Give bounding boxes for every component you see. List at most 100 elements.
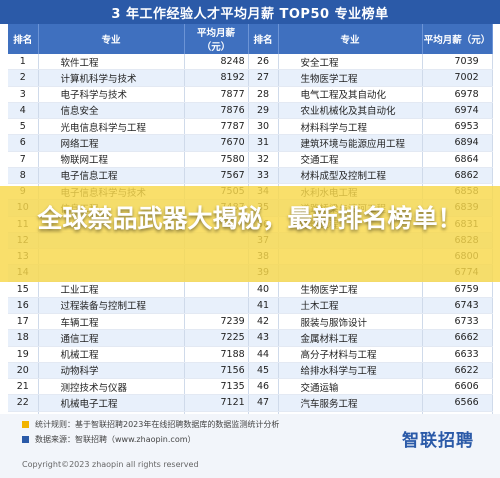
major-cell: 安全工程 bbox=[278, 54, 423, 71]
rank-cell: 15 bbox=[8, 281, 39, 298]
major-cell: 材料成型及控制工程 bbox=[278, 167, 423, 185]
promo-overlay-band bbox=[0, 186, 500, 282]
salary-cell: 7239 bbox=[184, 313, 249, 331]
rank-cell: 7 bbox=[8, 151, 39, 168]
table-row: 15 工业工程 40 生物医学工程 6759 bbox=[8, 281, 493, 298]
salary-cell: 8192 bbox=[184, 69, 249, 87]
rank-cell: 2 bbox=[8, 69, 39, 87]
rank-cell: 28 bbox=[248, 86, 279, 103]
rank-cell: 4 bbox=[8, 102, 39, 120]
salary-cell bbox=[184, 281, 249, 298]
table-header-row: 排名 专业 平均月薪（元） 排名 专业 平均月薪（元） bbox=[8, 24, 493, 54]
rank-cell: 31 bbox=[248, 134, 279, 152]
major-cell: 交通工程 bbox=[278, 151, 423, 168]
rank-cell: 18 bbox=[8, 329, 39, 347]
rank-cell: 46 bbox=[248, 378, 279, 396]
salary-cell: 7670 bbox=[184, 134, 249, 152]
major-cell: 服装与服饰设计 bbox=[278, 313, 423, 331]
rank-cell: 33 bbox=[248, 167, 279, 185]
salary-cell: 7787 bbox=[184, 118, 249, 136]
footer-note-rules: 统计规则：基于智联招聘2023年在线招聘数据库的数据监测统计分析 bbox=[22, 419, 279, 430]
salary-cell: 6606 bbox=[422, 378, 493, 396]
table-row: 5 光电信息科学与工程 7787 30 材料科学与工程 6953 bbox=[8, 118, 493, 136]
salary-cell: 7225 bbox=[184, 329, 249, 347]
table-row: 16 过程装备与控制工程 41 土木工程 6743 bbox=[8, 297, 493, 315]
major-cell: 土木工程 bbox=[278, 297, 423, 315]
salary-cell: 7039 bbox=[422, 54, 493, 71]
major-cell: 汽车服务工程 bbox=[278, 394, 423, 412]
major-cell: 过程装备与控制工程 bbox=[38, 297, 185, 315]
major-cell: 通信工程 bbox=[38, 329, 185, 347]
salary-cell: 6864 bbox=[422, 151, 493, 168]
major-cell: 材料科学与工程 bbox=[278, 118, 423, 136]
salary-cell: 6733 bbox=[422, 313, 493, 331]
rank-cell: 1 bbox=[8, 54, 39, 71]
table-row: 20 动物科学 7156 45 给排水科学与工程 6622 bbox=[8, 362, 493, 380]
salary-cell: 7135 bbox=[184, 378, 249, 396]
major-cell: 物联网工程 bbox=[38, 151, 185, 168]
salary-cell: 7002 bbox=[422, 69, 493, 87]
major-cell: 计算机科学与技术 bbox=[38, 69, 185, 87]
header-rank: 排名 bbox=[8, 24, 39, 54]
rank-cell: 26 bbox=[248, 54, 279, 71]
rank-cell: 17 bbox=[8, 313, 39, 331]
rank-cell: 47 bbox=[248, 394, 279, 412]
major-cell: 测控技术与仪器 bbox=[38, 378, 185, 396]
table-row: 21 测控技术与仪器 7135 46 交通运输 6606 bbox=[8, 378, 493, 396]
rank-cell: 8 bbox=[8, 167, 39, 185]
table-row: 18 通信工程 7225 43 金属材料工程 6662 bbox=[8, 329, 493, 347]
rank-cell: 19 bbox=[8, 346, 39, 363]
rank-cell: 22 bbox=[8, 394, 39, 412]
major-cell: 农业机械化及其自动化 bbox=[278, 102, 423, 120]
major-cell: 电气工程及其自动化 bbox=[278, 86, 423, 103]
header-salary: 平均月薪（元） bbox=[184, 24, 249, 54]
salary-cell: 6978 bbox=[422, 86, 493, 103]
table-row: 7 物联网工程 7580 32 交通工程 6864 bbox=[8, 151, 493, 168]
rank-cell: 30 bbox=[248, 118, 279, 136]
rank-cell: 43 bbox=[248, 329, 279, 347]
header-rank: 排名 bbox=[248, 24, 279, 54]
salary-cell: 6743 bbox=[422, 297, 493, 315]
rank-cell: 41 bbox=[248, 297, 279, 315]
rank-cell: 16 bbox=[8, 297, 39, 315]
salary-cell: 6953 bbox=[422, 118, 493, 136]
rank-cell: 40 bbox=[248, 281, 279, 298]
table-row: 6 网络工程 7670 31 建筑环境与能源应用工程 6894 bbox=[8, 134, 493, 152]
salary-cell: 7121 bbox=[184, 394, 249, 412]
major-cell: 电子科学与技术 bbox=[38, 86, 185, 103]
major-cell: 动物科学 bbox=[38, 362, 185, 380]
blue-square-icon bbox=[22, 436, 29, 443]
salary-cell: 6662 bbox=[422, 329, 493, 347]
table-row: 22 机械电子工程 7121 47 汽车服务工程 6566 bbox=[8, 394, 493, 412]
footer-note-source-text: 数据来源：智联招聘（www.zhaopin.com） bbox=[35, 435, 196, 444]
header-salary: 平均月薪（元） bbox=[422, 24, 493, 54]
salary-cell: 7188 bbox=[184, 346, 249, 363]
major-cell: 金属材料工程 bbox=[278, 329, 423, 347]
rank-cell: 45 bbox=[248, 362, 279, 380]
rank-cell: 6 bbox=[8, 134, 39, 152]
rank-cell: 20 bbox=[8, 362, 39, 380]
salary-cell: 7877 bbox=[184, 86, 249, 103]
table-row: 8 电子信息工程 7567 33 材料成型及控制工程 6862 bbox=[8, 167, 493, 185]
footer bbox=[0, 414, 500, 478]
salary-cell: 7580 bbox=[184, 151, 249, 168]
salary-cell: 6862 bbox=[422, 167, 493, 185]
salary-cell: 6622 bbox=[422, 362, 493, 380]
major-cell: 电子信息工程 bbox=[38, 167, 185, 185]
salary-cell: 6974 bbox=[422, 102, 493, 120]
rank-cell: 27 bbox=[248, 69, 279, 87]
header-major: 专业 bbox=[38, 24, 185, 54]
rank-cell: 3 bbox=[8, 86, 39, 103]
table-row: 3 电子科学与技术 7877 28 电气工程及其自动化 6978 bbox=[8, 86, 493, 103]
salary-cell: 6759 bbox=[422, 281, 493, 298]
major-cell: 软件工程 bbox=[38, 54, 185, 71]
rank-cell: 5 bbox=[8, 118, 39, 136]
table-row: 1 软件工程 8248 26 安全工程 7039 bbox=[8, 54, 493, 71]
promo-overlay-text: 全球禁品武器大揭秘，最新排名榜单！ bbox=[37, 204, 463, 233]
major-cell: 机械电子工程 bbox=[38, 394, 185, 412]
table-row: 19 机械工程 7188 44 高分子材料与工程 6633 bbox=[8, 346, 493, 363]
salary-cell: 7156 bbox=[184, 362, 249, 380]
major-cell: 交通运输 bbox=[278, 378, 423, 396]
major-cell: 高分子材料与工程 bbox=[278, 346, 423, 363]
rank-cell: 21 bbox=[8, 378, 39, 396]
